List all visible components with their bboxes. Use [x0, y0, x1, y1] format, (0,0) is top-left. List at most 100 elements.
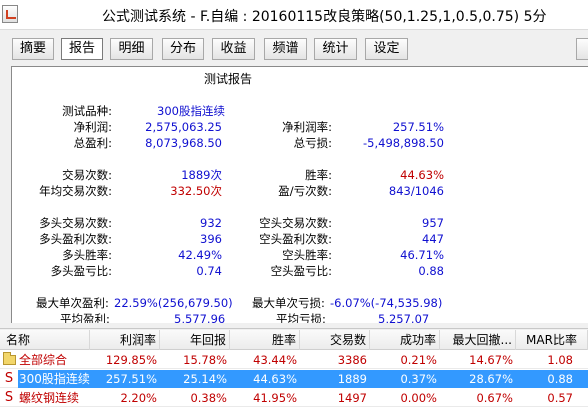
value-gross-profit: 8,073,968.50: [145, 136, 222, 150]
cell-annual-return: 15.78%: [183, 353, 227, 367]
label-gross-loss: 总亏损:: [293, 136, 332, 150]
cell-mar-ratio: 0.88: [547, 372, 573, 386]
window-title: 公式测试系统 - F.自编 : 20160115改良策略(50,1.25,1,0…: [102, 9, 547, 25]
label-max-profit: 最大单次盈利:: [36, 296, 109, 310]
row-name-cell: S 螺纹钢连续: [0, 389, 90, 407]
cell-win-rate: 41.95%: [253, 391, 297, 405]
value-avg-loss: 5,257.07: [378, 312, 430, 323]
value-long-pl-ratio: 0.74: [196, 264, 222, 278]
results-table: 名称 利润率 年回报 胜率 交易数 成功率 最大回撤... MAR比率 全部综合…: [0, 330, 588, 413]
value-long-win-rate: 42.49%: [178, 248, 222, 262]
col-trades[interactable]: 交易数: [300, 330, 370, 350]
label-net-profit-rate: 净利润率:: [282, 120, 332, 134]
label-net-profit: 净利润:: [73, 120, 112, 134]
col-annual-return[interactable]: 年回报: [160, 330, 230, 350]
label-short-win-rate: 空头胜率:: [282, 248, 332, 262]
cell-annual-return: 25.14%: [183, 372, 227, 386]
value-win-loss-count: 843/1046: [388, 184, 444, 198]
title-bar: 公式测试系统 - F.自编 : 20160115改良策略(50,1.25,1,0…: [0, 0, 588, 30]
col-max-drawdown[interactable]: 最大回撤...: [440, 330, 516, 350]
value-gross-loss: -5,498,898.50: [363, 136, 444, 150]
value-short-wins: 447: [422, 232, 444, 246]
value-short-pl-ratio: 0.88: [418, 264, 444, 278]
label-instrument: 测试品种:: [62, 104, 112, 118]
tab-detail[interactable]: 明细: [110, 38, 153, 60]
row-name-cell: S 300股指连续: [0, 370, 91, 388]
label-annual-trades: 年均交易次数:: [39, 184, 112, 198]
report-heading: 测试报告: [204, 72, 253, 86]
value-avg-profit: 5,577.96: [174, 312, 226, 323]
label-gross-profit: 总盈利:: [73, 136, 112, 150]
label-short-trades: 空头交易次数:: [259, 216, 332, 230]
table-row[interactable]: S 300股指连续 257.51% 25.14% 44.63% 1889 0.3…: [0, 370, 588, 388]
label-short-pl-ratio: 空头盈亏比:: [270, 264, 332, 278]
cell-trades: 3386: [337, 353, 367, 367]
tab-spectrum[interactable]: 频谱: [264, 38, 307, 60]
value-max-profit: 22.59%(256,679.50): [114, 296, 233, 310]
cell-max-drawdown: 14.67%: [469, 353, 513, 367]
row-name: 300股指连续: [18, 371, 91, 387]
table-header: 名称 利润率 年回报 胜率 交易数 成功率 最大回撤... MAR比率: [0, 330, 588, 350]
tab-summary[interactable]: 摘要: [12, 38, 54, 60]
app-logo-icon: [2, 5, 18, 23]
label-win-loss-count: 盈/亏次数:: [278, 184, 332, 198]
cell-success-rate: 0.21%: [400, 353, 437, 367]
col-name[interactable]: 名称: [0, 330, 90, 350]
label-avg-loss: 平均亏损:: [276, 312, 326, 323]
cell-max-drawdown: 28.67%: [469, 372, 513, 386]
cell-profit-rate: 2.20%: [120, 391, 157, 405]
tab-statistics[interactable]: 统计: [314, 38, 357, 60]
tab-settings[interactable]: 设定: [365, 38, 408, 60]
tab-report[interactable]: 报告: [61, 38, 103, 60]
value-win-rate: 44.63%: [400, 168, 444, 182]
label-win-rate: 胜率:: [305, 168, 332, 182]
cell-win-rate: 44.63%: [253, 372, 297, 386]
label-long-wins: 多头盈利次数:: [39, 232, 112, 246]
value-short-win-rate: 46.71%: [400, 248, 444, 262]
cell-profit-rate: 129.85%: [105, 353, 157, 367]
col-profit-rate[interactable]: 利润率: [90, 330, 160, 350]
col-mar-ratio[interactable]: MAR比率: [516, 330, 588, 350]
label-avg-profit: 平均盈利:: [60, 312, 110, 323]
value-instrument: 300股指连续: [157, 104, 225, 118]
row-name: 螺纹钢连续: [19, 391, 80, 405]
cell-profit-rate: 257.51%: [105, 372, 157, 386]
label-short-wins: 空头盈利次数:: [259, 232, 332, 246]
panel-splitter[interactable]: [0, 323, 588, 329]
label-long-trades: 多头交易次数:: [39, 216, 112, 230]
label-trades: 交易次数:: [62, 168, 112, 182]
col-success-rate[interactable]: 成功率: [370, 330, 440, 350]
tab-bar: 摘要 报告 明细 分布 收益 频谱 统计 设定: [0, 34, 588, 62]
strategy-s-icon: S: [4, 390, 14, 405]
value-short-trades: 957: [422, 216, 444, 230]
col-win-rate[interactable]: 胜率: [230, 330, 300, 350]
table-row[interactable]: S 螺纹钢连续 2.20% 0.38% 41.95% 1497 0.00% 0.…: [0, 389, 588, 407]
label-long-win-rate: 多头胜率:: [62, 248, 112, 262]
value-trades: 1889次: [181, 168, 222, 182]
strategy-s-icon: S: [4, 371, 14, 386]
tab-overflow[interactable]: [576, 38, 588, 60]
tab-distribution[interactable]: 分布: [162, 38, 204, 60]
selection-highlight: [18, 370, 588, 388]
label-max-loss: 最大单次亏损:: [252, 296, 325, 310]
table-row[interactable]: 全部综合 129.85% 15.78% 43.44% 3386 0.21% 14…: [0, 351, 588, 369]
cell-mar-ratio: 1.08: [547, 353, 573, 367]
row-name-cell: 全部综合: [0, 351, 90, 369]
label-long-pl-ratio: 多头盈亏比:: [50, 264, 112, 278]
tab-returns[interactable]: 收益: [212, 38, 255, 60]
value-max-loss: -6.07%(-74,535.98): [330, 296, 443, 310]
value-annual-trades: 332.50次: [170, 184, 222, 198]
cell-max-drawdown: 0.67%: [476, 391, 513, 405]
cell-annual-return: 0.38%: [190, 391, 227, 405]
cell-success-rate: 0.00%: [400, 391, 437, 405]
cell-trades: 1889: [337, 372, 367, 386]
folder-icon: [3, 352, 16, 365]
value-long-wins: 396: [200, 232, 222, 246]
cell-win-rate: 43.44%: [253, 353, 297, 367]
row-name: 全部综合: [19, 353, 68, 367]
cell-trades: 1497: [337, 391, 367, 405]
cell-mar-ratio: 0.57: [547, 391, 573, 405]
value-net-profit: 2,575,063.25: [145, 120, 222, 134]
cell-success-rate: 0.37%: [400, 372, 437, 386]
value-long-trades: 932: [200, 216, 222, 230]
